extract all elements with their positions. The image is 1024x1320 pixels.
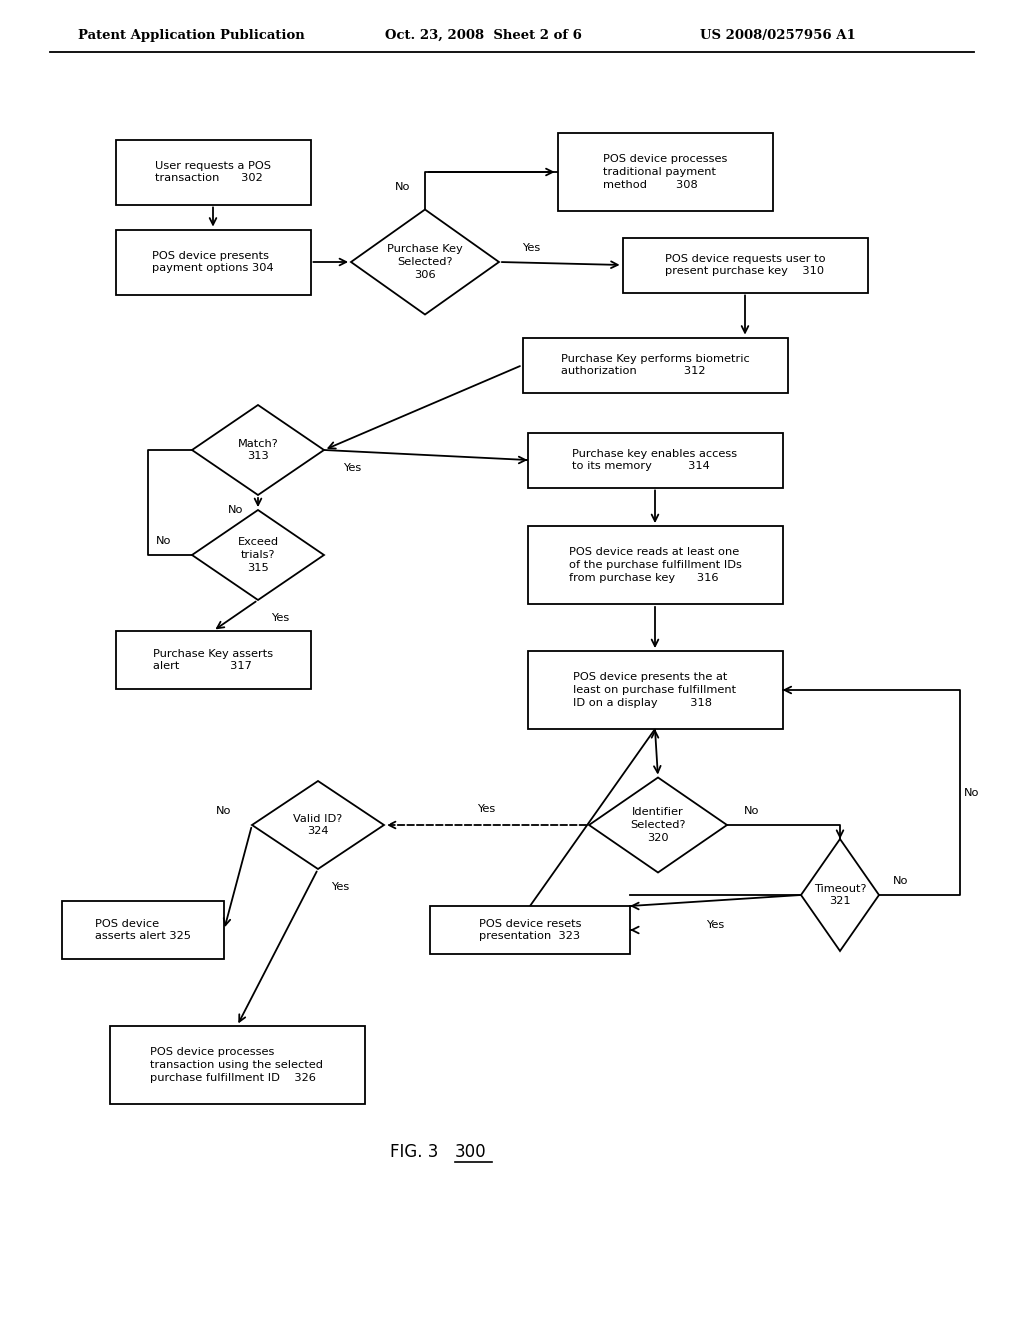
FancyBboxPatch shape (430, 906, 630, 954)
FancyBboxPatch shape (623, 238, 867, 293)
Text: No: No (744, 807, 760, 816)
FancyBboxPatch shape (522, 338, 787, 392)
Text: No: No (893, 876, 908, 886)
FancyBboxPatch shape (557, 133, 772, 211)
Text: Yes: Yes (522, 243, 540, 253)
Text: Identifier
Selected?
320: Identifier Selected? 320 (630, 808, 686, 842)
Text: User requests a POS
transaction      302: User requests a POS transaction 302 (155, 161, 271, 183)
FancyBboxPatch shape (527, 433, 782, 487)
Text: No: No (228, 506, 244, 515)
Text: Yes: Yes (707, 920, 725, 931)
Text: No: No (157, 536, 172, 546)
Text: POS device reads at least one
of the purchase fulfillment IDs
from purchase key : POS device reads at least one of the pur… (568, 548, 741, 583)
Text: Match?
313: Match? 313 (238, 438, 279, 462)
FancyBboxPatch shape (116, 230, 310, 294)
Polygon shape (193, 405, 324, 495)
Text: Exceed
trials?
315: Exceed trials? 315 (238, 537, 279, 573)
Text: POS device requests user to
present purchase key    310: POS device requests user to present purc… (665, 253, 825, 276)
Polygon shape (801, 840, 879, 950)
FancyBboxPatch shape (62, 902, 224, 960)
Text: POS device processes
transaction using the selected
purchase fulfillment ID    3: POS device processes transaction using t… (151, 1047, 324, 1082)
Text: No: No (395, 182, 411, 193)
Text: Valid ID?
324: Valid ID? 324 (293, 813, 343, 837)
Polygon shape (193, 510, 324, 601)
Text: Purchase Key
Selected?
306: Purchase Key Selected? 306 (387, 244, 463, 280)
FancyBboxPatch shape (527, 525, 782, 605)
Text: No: No (965, 788, 980, 797)
Text: POS device resets
presentation  323: POS device resets presentation 323 (479, 919, 582, 941)
Text: 300: 300 (455, 1143, 486, 1162)
Text: Yes: Yes (271, 612, 289, 623)
Text: Yes: Yes (331, 882, 349, 892)
Text: US 2008/0257956 A1: US 2008/0257956 A1 (700, 29, 856, 41)
Text: Oct. 23, 2008  Sheet 2 of 6: Oct. 23, 2008 Sheet 2 of 6 (385, 29, 582, 41)
FancyBboxPatch shape (110, 1026, 365, 1104)
Text: Timeout?
321: Timeout? 321 (814, 883, 866, 907)
Polygon shape (589, 777, 727, 873)
FancyBboxPatch shape (116, 140, 310, 205)
FancyBboxPatch shape (116, 631, 310, 689)
Text: Yes: Yes (343, 463, 361, 473)
Text: POS device processes
traditional payment
method        308: POS device processes traditional payment… (603, 154, 727, 190)
Polygon shape (351, 210, 499, 314)
Polygon shape (252, 781, 384, 869)
Text: Purchase key enables access
to its memory          314: Purchase key enables access to its memor… (572, 449, 737, 471)
Text: Purchase Key asserts
alert              317: Purchase Key asserts alert 317 (153, 648, 273, 672)
Text: Purchase Key performs biometric
authorization             312: Purchase Key performs biometric authoriz… (560, 354, 750, 376)
Text: POS device presents
payment options 304: POS device presents payment options 304 (153, 251, 273, 273)
Text: POS device presents the at
least on purchase fulfillment
ID on a display        : POS device presents the at least on purc… (573, 672, 736, 708)
FancyBboxPatch shape (527, 651, 782, 729)
Text: Patent Application Publication: Patent Application Publication (78, 29, 305, 41)
Text: Yes: Yes (477, 804, 496, 814)
Text: No: No (216, 807, 231, 816)
Text: POS device
asserts alert 325: POS device asserts alert 325 (95, 919, 191, 941)
Text: FIG. 3: FIG. 3 (390, 1143, 438, 1162)
